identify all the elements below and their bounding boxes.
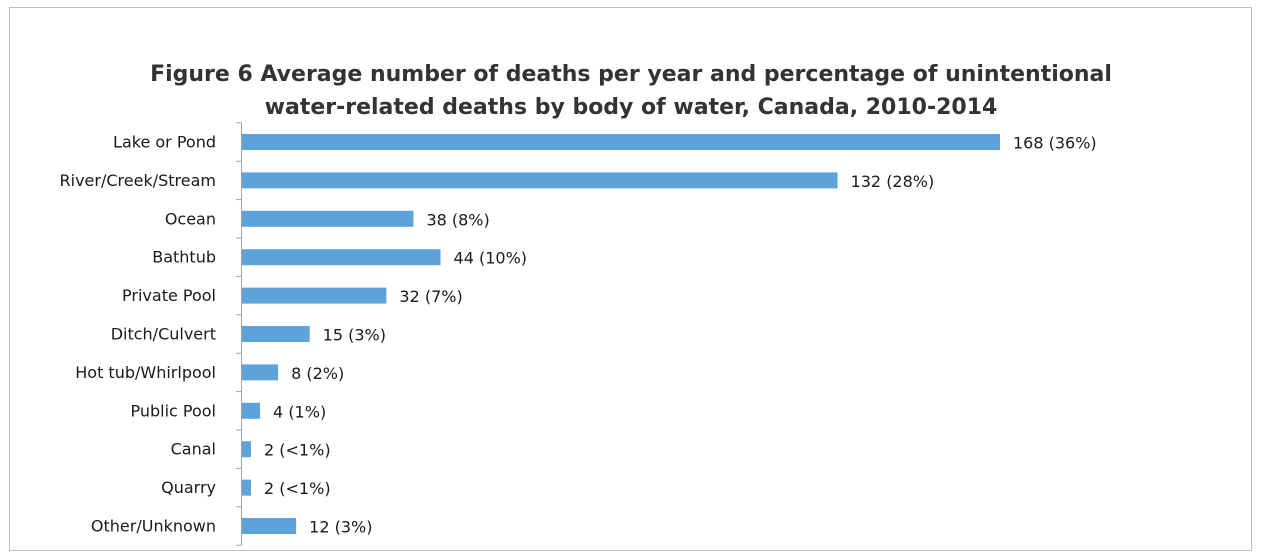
data-label-4: 32 (7%) <box>399 287 462 306</box>
bar-8 <box>242 441 252 458</box>
bar-10 <box>242 518 297 534</box>
category-label-0: Lake or Pond <box>113 133 216 152</box>
data-label-6: 8 (2%) <box>291 364 344 383</box>
data-label-3: 44 (10%) <box>454 249 528 268</box>
bar-7 <box>242 402 261 419</box>
bar-3 <box>242 249 441 266</box>
chart-title: Figure 6 Average number of deaths per ye… <box>0 58 1262 124</box>
data-label-7: 4 (1%) <box>273 402 326 421</box>
bar-6 <box>242 364 279 381</box>
category-label-2: Ocean <box>165 209 216 228</box>
data-label-5: 15 (3%) <box>323 326 386 345</box>
chart-frame <box>9 7 1252 551</box>
category-label-8: Canal <box>171 440 216 459</box>
category-label-1: River/Creek/Stream <box>60 171 216 190</box>
data-label-0: 168 (36%) <box>1013 134 1097 153</box>
chart-title-line-2: water-related deaths by body of water, C… <box>264 95 998 120</box>
chart-title-line-1: Figure 6 Average number of deaths per ye… <box>150 62 1112 87</box>
data-label-9: 2 (<1%) <box>264 479 331 498</box>
category-label-6: Hot tub/Whirlpool <box>75 363 216 382</box>
data-label-8: 2 (<1%) <box>264 441 331 460</box>
category-label-5: Ditch/Culvert <box>111 325 216 344</box>
data-label-1: 132 (28%) <box>851 172 935 191</box>
category-label-3: Bathtub <box>152 248 216 267</box>
bar-2 <box>242 210 414 227</box>
bar-0 <box>242 134 1000 150</box>
data-label-10: 12 (3%) <box>309 518 372 537</box>
category-label-4: Private Pool <box>122 286 216 305</box>
bar-4 <box>242 287 387 304</box>
data-label-2: 38 (8%) <box>426 210 489 229</box>
bar-9 <box>242 479 252 496</box>
bar-5 <box>242 326 310 342</box>
category-label-9: Quarry <box>161 478 216 497</box>
category-label-7: Public Pool <box>130 401 216 420</box>
category-label-10: Other/Unknown <box>91 517 216 536</box>
bar-1 <box>242 172 838 189</box>
